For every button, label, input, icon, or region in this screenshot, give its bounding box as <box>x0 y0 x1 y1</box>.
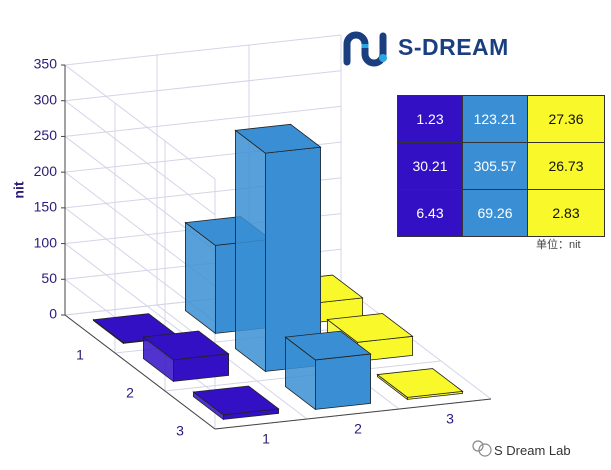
bar-top-face <box>142 330 230 361</box>
table-cell: 6.43 <box>397 189 463 237</box>
table-row: 1.23 123.21 27.36 <box>397 95 605 143</box>
bar <box>376 368 464 401</box>
data-table: 1.23 123.21 27.36 30.21 305.57 26.73 6.43 69.26… <box>397 95 605 237</box>
grid-line <box>64 64 216 180</box>
z-axis-label: nit <box>11 181 27 198</box>
bar <box>192 385 280 421</box>
table-cell: 27.36 <box>527 95 605 143</box>
row-axis <box>64 314 216 430</box>
bar-top-face <box>284 330 372 361</box>
bar-left-face <box>234 129 266 373</box>
table-unit: 单位：nit <box>536 239 581 251</box>
bar-top-face <box>376 368 464 398</box>
table-row: 30.21 305.57 26.73 <box>397 142 605 190</box>
floor-grid-line <box>340 284 492 400</box>
bars <box>92 123 464 421</box>
bar <box>142 330 230 383</box>
z-tick-label: 150 <box>34 199 58 215</box>
table-cell: 69.26 <box>462 189 528 237</box>
bar-top-face <box>234 123 322 154</box>
table-cell: 1.23 <box>397 95 463 143</box>
grid-line <box>64 34 342 66</box>
bar-top-face <box>326 313 414 343</box>
floor-grid-line <box>156 304 308 420</box>
z-tick-label: 50 <box>41 270 57 286</box>
z-tick-label: 250 <box>34 127 58 143</box>
table-row: 6.43 69.26 2.83 <box>397 189 605 237</box>
row-label: 3 <box>176 423 184 439</box>
row-label: 2 <box>126 385 134 401</box>
table-cell: 2.83 <box>527 189 605 237</box>
logo-icon <box>343 31 387 67</box>
z-tick-label: 300 <box>34 91 58 107</box>
z-tick-label: 200 <box>34 163 58 179</box>
logo-text: S-DREAM <box>398 34 509 60</box>
table-cell: 26.73 <box>527 142 605 190</box>
bar-front-face <box>314 353 372 410</box>
column-axis <box>214 398 492 430</box>
grid-line <box>64 105 342 137</box>
column-label: 2 <box>354 421 362 437</box>
bar <box>284 330 372 411</box>
z-tick-label: 100 <box>34 234 58 250</box>
table-cell: 305.57 <box>462 142 528 190</box>
bar <box>234 123 322 373</box>
watermark: S Dream Lab <box>494 443 571 458</box>
table-cell: 123.21 <box>462 95 528 143</box>
row-label: 1 <box>76 347 84 363</box>
grid-line <box>64 70 342 102</box>
column-label: 1 <box>262 431 270 447</box>
column-label: 3 <box>446 411 454 427</box>
table-cell: 30.21 <box>397 142 463 190</box>
grid-line <box>64 100 216 216</box>
watermark-icon <box>472 440 492 457</box>
z-tick-label: 350 <box>34 56 58 72</box>
z-tick-label: 0 <box>49 306 57 322</box>
bar-top-face <box>192 385 280 416</box>
